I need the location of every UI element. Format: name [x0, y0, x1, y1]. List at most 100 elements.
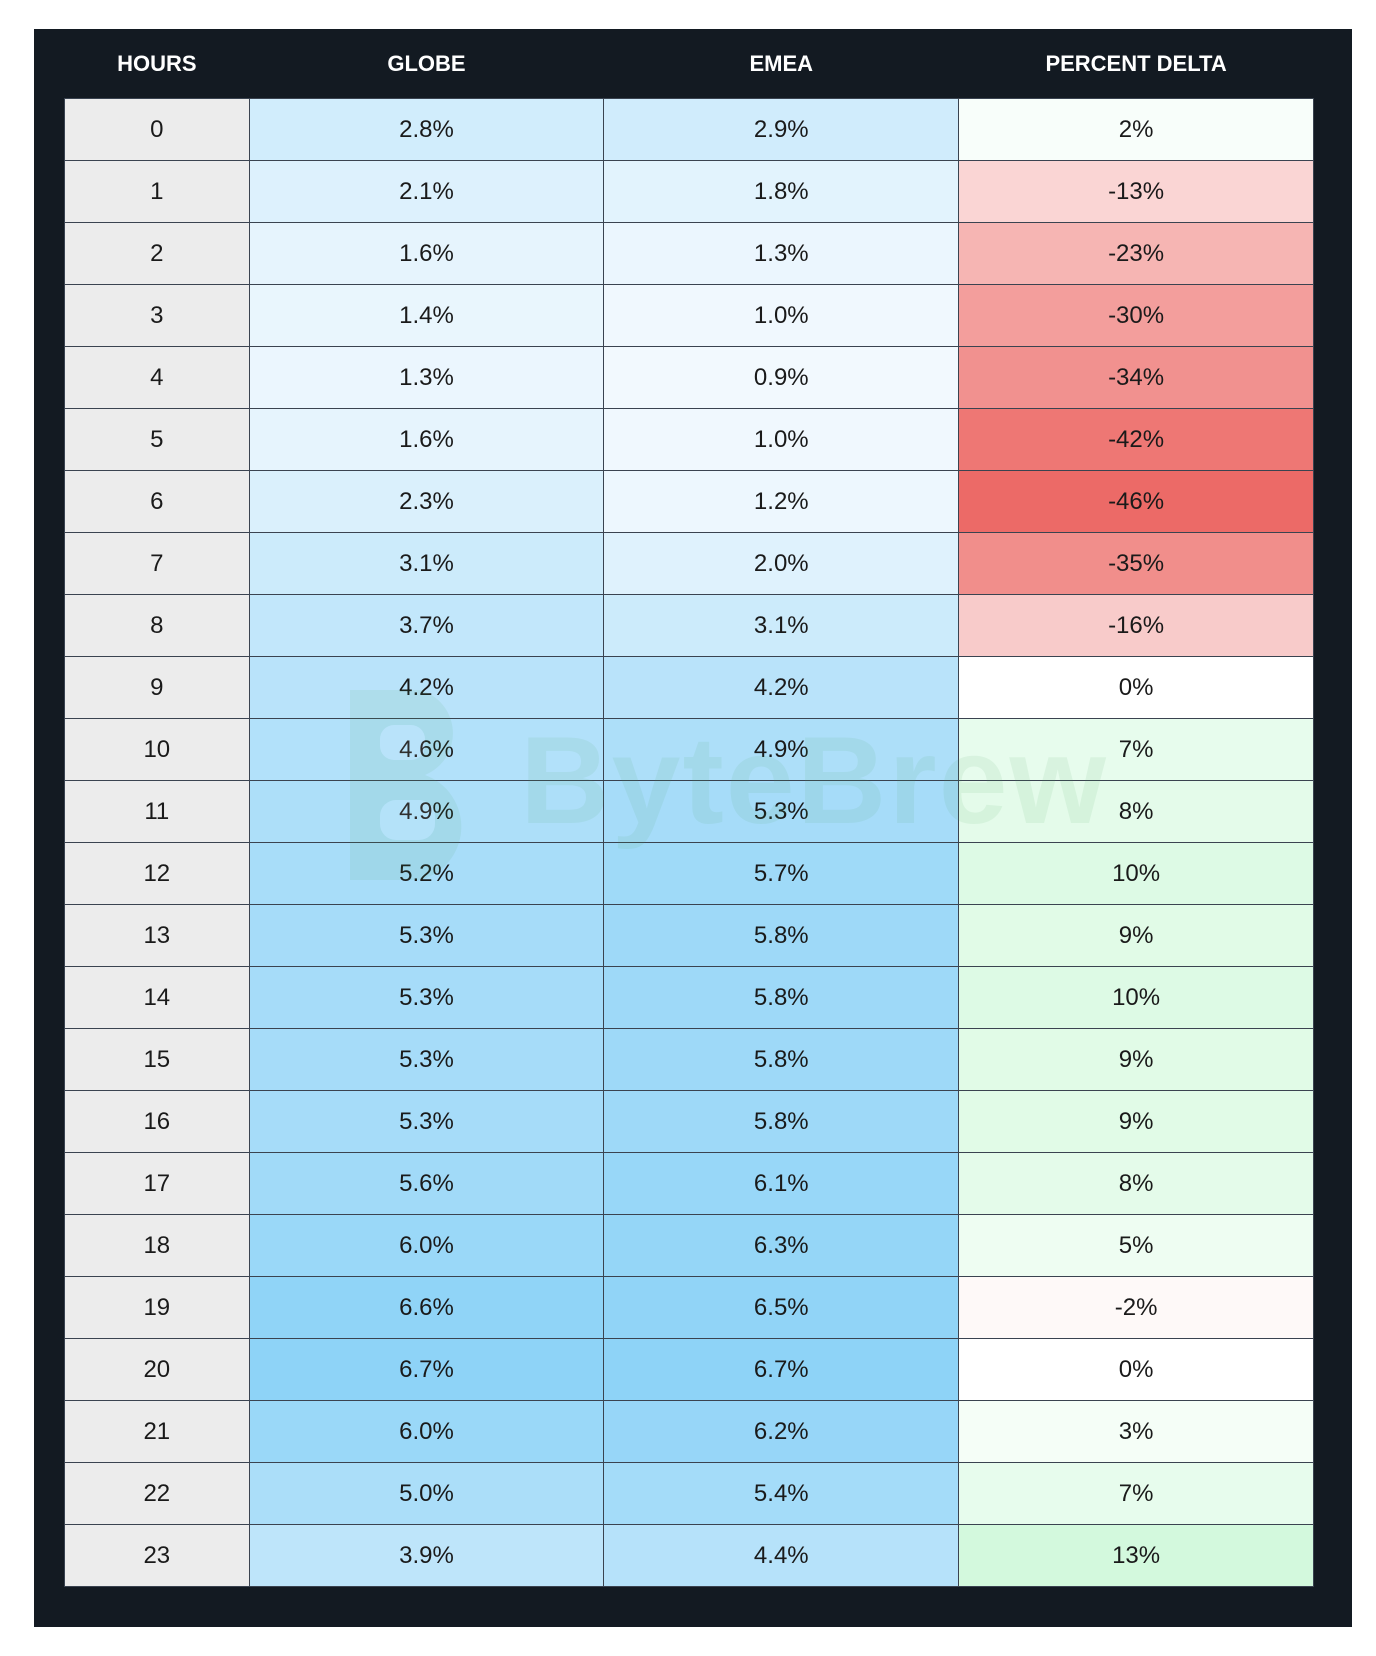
emea-cell: 4.4%	[603, 1524, 960, 1587]
hourly-retention-table: HOURS GLOBE EMEA PERCENT DELTA 0 2.8% 2.9%…	[64, 29, 1314, 1587]
emea-cell: 5.8%	[603, 1028, 960, 1091]
emea-cell: 5.8%	[603, 966, 960, 1029]
percent-delta-cell: 5%	[958, 1214, 1314, 1277]
percent-delta-cell: 2%	[958, 98, 1314, 161]
hour-cell: 17	[64, 1152, 250, 1215]
table-row: 10 4.6% 4.9% 7%	[64, 718, 1314, 781]
column-header-hours: HOURS	[117, 50, 197, 76]
percent-delta-cell: 7%	[958, 718, 1314, 781]
emea-cell: 1.8%	[603, 160, 960, 223]
hour-cell: 14	[64, 966, 250, 1029]
table-row: 19 6.6% 6.5% -2%	[64, 1276, 1314, 1339]
table-body: 0 2.8% 2.9% 2% 1 2.1% 1.8% -13% 2 1.6% 1.3% -23% 3 1.…	[64, 98, 1314, 1587]
percent-delta-cell: 9%	[958, 904, 1314, 967]
globe-cell: 5.0%	[248, 1462, 605, 1525]
emea-cell: 6.5%	[603, 1276, 960, 1339]
globe-cell: 5.2%	[248, 842, 605, 905]
percent-delta-cell: 8%	[958, 780, 1314, 843]
globe-cell: 3.7%	[248, 594, 605, 657]
globe-cell: 6.6%	[248, 1276, 605, 1339]
table-row: 9 4.2% 4.2% 0%	[64, 656, 1314, 719]
hour-cell: 5	[64, 408, 250, 471]
hour-cell: 4	[64, 346, 250, 409]
emea-cell: 3.1%	[603, 594, 960, 657]
hour-cell: 0	[64, 98, 250, 161]
emea-cell: 0.9%	[603, 346, 960, 409]
table-row: 18 6.0% 6.3% 5%	[64, 1214, 1314, 1277]
table-row: 0 2.8% 2.9% 2%	[64, 98, 1314, 161]
globe-cell: 5.3%	[248, 1090, 605, 1153]
globe-cell: 1.4%	[248, 284, 605, 347]
percent-delta-cell: -13%	[958, 160, 1314, 223]
percent-delta-cell: -16%	[958, 594, 1314, 657]
hour-cell: 19	[64, 1276, 250, 1339]
emea-cell: 1.0%	[603, 284, 960, 347]
percent-delta-cell: 9%	[958, 1090, 1314, 1153]
table-row: 11 4.9% 5.3% 8%	[64, 780, 1314, 843]
percent-delta-cell: -34%	[958, 346, 1314, 409]
percent-delta-cell: 9%	[958, 1028, 1314, 1091]
emea-cell: 1.2%	[603, 470, 960, 533]
percent-delta-cell: -30%	[958, 284, 1314, 347]
emea-cell: 4.9%	[603, 718, 960, 781]
emea-cell: 2.0%	[603, 532, 960, 595]
column-header-percent-delta: PERCENT DELTA	[1045, 50, 1227, 76]
hour-cell: 22	[64, 1462, 250, 1525]
hour-cell: 10	[64, 718, 250, 781]
table-row: 14 5.3% 5.8% 10%	[64, 966, 1314, 1029]
emea-cell: 1.0%	[603, 408, 960, 471]
globe-cell: 4.9%	[248, 780, 605, 843]
hour-cell: 18	[64, 1214, 250, 1277]
globe-cell: 5.3%	[248, 966, 605, 1029]
table-row: 4 1.3% 0.9% -34%	[64, 346, 1314, 409]
globe-cell: 5.3%	[248, 1028, 605, 1091]
table-row: 12 5.2% 5.7% 10%	[64, 842, 1314, 905]
hour-cell: 12	[64, 842, 250, 905]
percent-delta-cell: 8%	[958, 1152, 1314, 1215]
column-header-emea: EMEA	[749, 50, 814, 76]
percent-delta-cell: -35%	[958, 532, 1314, 595]
globe-cell: 2.1%	[248, 160, 605, 223]
emea-cell: 5.8%	[603, 1090, 960, 1153]
emea-cell: 6.1%	[603, 1152, 960, 1215]
table-row: 2 1.6% 1.3% -23%	[64, 222, 1314, 285]
globe-cell: 2.3%	[248, 470, 605, 533]
globe-cell: 3.1%	[248, 532, 605, 595]
globe-cell: 1.6%	[248, 222, 605, 285]
column-header-globe: GLOBE	[387, 50, 466, 76]
globe-cell: 3.9%	[248, 1524, 605, 1587]
table-row: 23 3.9% 4.4% 13%	[64, 1524, 1314, 1587]
hour-cell: 2	[64, 222, 250, 285]
percent-delta-cell: 3%	[958, 1400, 1314, 1463]
emea-cell: 6.7%	[603, 1338, 960, 1401]
percent-delta-cell: 0%	[958, 1338, 1314, 1401]
percent-delta-cell: 10%	[958, 842, 1314, 905]
hour-cell: 16	[64, 1090, 250, 1153]
globe-cell: 4.2%	[248, 656, 605, 719]
percent-delta-cell: -42%	[958, 408, 1314, 471]
hour-cell: 8	[64, 594, 250, 657]
globe-cell: 5.6%	[248, 1152, 605, 1215]
percent-delta-cell: -2%	[958, 1276, 1314, 1339]
table-row: 3 1.4% 1.0% -30%	[64, 284, 1314, 347]
hour-cell: 1	[64, 160, 250, 223]
globe-cell: 1.6%	[248, 408, 605, 471]
emea-cell: 6.2%	[603, 1400, 960, 1463]
emea-cell: 2.9%	[603, 98, 960, 161]
header-row: HOURS GLOBE EMEA PERCENT DELTA	[65, 29, 1314, 99]
percent-delta-cell: 10%	[958, 966, 1314, 1029]
hour-cell: 6	[64, 470, 250, 533]
hour-cell: 3	[64, 284, 250, 347]
hour-cell: 9	[64, 656, 250, 719]
globe-cell: 1.3%	[248, 346, 605, 409]
globe-cell: 6.0%	[248, 1400, 605, 1463]
percent-delta-cell: 13%	[958, 1524, 1314, 1587]
emea-cell: 5.8%	[603, 904, 960, 967]
emea-cell: 6.3%	[603, 1214, 960, 1277]
table-row: 1 2.1% 1.8% -13%	[64, 160, 1314, 223]
emea-cell: 5.3%	[603, 780, 960, 843]
table-row: 21 6.0% 6.2% 3%	[64, 1400, 1314, 1463]
globe-cell: 6.0%	[248, 1214, 605, 1277]
table-row: 5 1.6% 1.0% -42%	[64, 408, 1314, 471]
percent-delta-cell: 0%	[958, 656, 1314, 719]
